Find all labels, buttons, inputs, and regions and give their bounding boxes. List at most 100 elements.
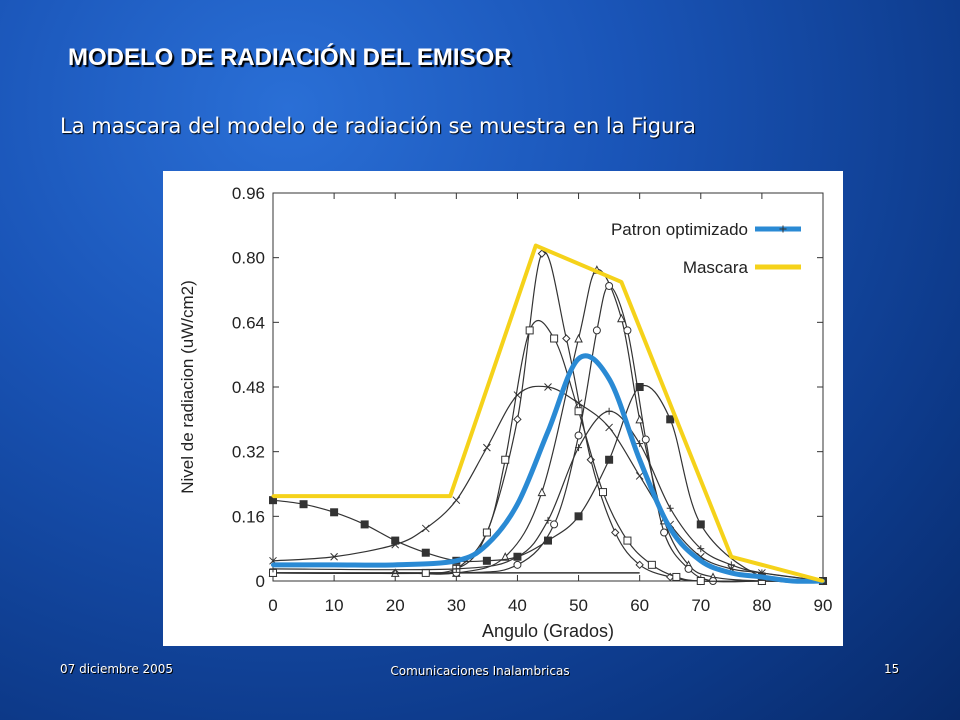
- x-tick-label: 60: [630, 596, 649, 615]
- curve-point-filled-square: [421, 548, 430, 557]
- curve-point-plus: [605, 407, 613, 415]
- x-tick-label: 10: [325, 596, 344, 615]
- series-point-mascara: [271, 494, 275, 498]
- curve-point-square: [672, 572, 681, 581]
- curve-point-diamond: [513, 415, 522, 424]
- series-point-patron-optimizado: [393, 562, 398, 567]
- curve-point-plus: [636, 440, 644, 448]
- curve-point-x: [452, 496, 461, 505]
- curve-point-circle: [513, 560, 522, 569]
- curve-point-square: [550, 334, 559, 343]
- curve-point-diamond: [562, 334, 571, 343]
- legend: Patron optimizado Mascara: [611, 220, 801, 277]
- series-point-patron-optimizado: [576, 356, 581, 361]
- series-line-patron-optimizado: [272, 353, 824, 584]
- x-tick-label: 20: [386, 596, 405, 615]
- curve-point-x: [544, 383, 552, 391]
- curve-point-filled-square: [635, 383, 644, 391]
- y-tick-label: 0: [256, 572, 265, 591]
- y-tick-label: 0.80: [232, 249, 265, 268]
- curve-point-triangle: [635, 414, 644, 424]
- series-point-patron-optimizado: [546, 429, 550, 434]
- curve-point-circle: [550, 520, 559, 529]
- curve-point-plus: [513, 553, 521, 561]
- series-point-patron-optimizado: [271, 562, 275, 567]
- curve-point-filled-square: [482, 556, 491, 565]
- curve-point-plus: [666, 504, 674, 512]
- x-tick-label: 50: [569, 596, 588, 615]
- x-tick-label: 30: [447, 596, 466, 615]
- series-point-patron-optimizado: [790, 579, 795, 583]
- curve-point-square: [599, 488, 607, 497]
- y-tick-label: 0.32: [232, 443, 265, 462]
- series-point-patron-optimizado: [454, 558, 459, 563]
- curve-point-x: [483, 443, 491, 452]
- slide-title: MODELO DE RADIACIÓN DEL EMISOR: [68, 44, 512, 71]
- series-point-patron-optimizado: [729, 570, 734, 575]
- curve-point-filled-square: [391, 536, 400, 545]
- curve-point-square: [501, 455, 510, 464]
- series-point-patron-optimizado: [759, 574, 764, 579]
- curve-point-circle: [660, 528, 669, 537]
- x-tick-label: 40: [508, 596, 527, 615]
- curve-point-x: [513, 391, 522, 399]
- y-tick-label: 0.16: [232, 507, 265, 526]
- legend-marker-patron-optimizado: [779, 225, 787, 233]
- series-point-patron-optimizado: [515, 502, 520, 507]
- series-point-patron-optimizado: [698, 558, 703, 563]
- curve-point-filled-square: [696, 520, 705, 529]
- curve-point-square: [574, 407, 583, 416]
- y-tick-label: 0.96: [232, 184, 265, 203]
- curve-point-circle: [641, 435, 650, 444]
- curve-point-triangle: [617, 313, 626, 323]
- curve-point-square: [525, 326, 534, 335]
- series-point-mascara: [448, 494, 452, 498]
- curve-point-circle: [623, 326, 632, 335]
- curve-point-circle: [684, 564, 693, 573]
- curve-point-filled-square: [544, 536, 552, 545]
- curve-point-filled-square: [666, 415, 675, 424]
- curve-point-diamond: [537, 249, 547, 258]
- x-axis-label: Angulo (Grados): [482, 621, 614, 641]
- curve-point-square: [623, 536, 632, 545]
- page-number: 15: [884, 662, 900, 676]
- y-tick-label: 0.48: [232, 378, 265, 397]
- curve-diamond: [272, 251, 823, 582]
- curve-point-filled-square: [360, 520, 369, 529]
- radiation-chart: 0 0.16 0.32 0.48 0.64 0.80 0.96 0 10 20 30 40 50 60 70…: [178, 184, 832, 641]
- curve-point-plus: [544, 516, 552, 524]
- series-point-patron-optimizado: [668, 526, 673, 531]
- y-axis-label: Nivel de radiacion (uW/cm2): [178, 280, 197, 494]
- curve-point-x: [635, 472, 644, 480]
- curve-x: [272, 385, 824, 582]
- curve-point-triangle: [537, 487, 547, 497]
- series-point-patron-optimizado: [332, 562, 337, 567]
- series-point-mascara: [729, 555, 733, 559]
- series-point-patron-optimizado: [607, 376, 612, 381]
- curve-point-plus: [452, 565, 460, 573]
- curve-point-x: [605, 423, 613, 432]
- curve-point-square: [696, 577, 705, 585]
- curve-point-triangle: [574, 333, 583, 343]
- curve-point-plus: [575, 444, 583, 452]
- curve-point-square: [647, 560, 656, 569]
- series-point-mascara: [619, 280, 623, 284]
- curve-point-filled-square: [330, 508, 339, 517]
- curve-point-x: [574, 399, 583, 408]
- legend-label-patron-optimizado: Patron optimizado: [611, 220, 748, 239]
- y-tick-label: 0.64: [232, 313, 265, 332]
- curve-point-filled-square: [299, 500, 308, 509]
- series-point-patron-optimizado: [484, 542, 489, 547]
- curve-point-circle: [592, 326, 601, 335]
- curve-point-plus: [727, 561, 735, 569]
- curve-point-diamond: [611, 528, 620, 537]
- series-point-mascara: [534, 244, 538, 248]
- curve-point-x: [330, 552, 338, 561]
- legend-label-mascara: Mascara: [683, 258, 749, 277]
- x-tick-label: 70: [691, 596, 710, 615]
- curve-point-diamond: [586, 455, 595, 464]
- curve-point-circle: [605, 281, 614, 290]
- footer-title: Comunicaciones Inalambricas: [390, 664, 570, 678]
- radiation-chart-panel: 0 0.16 0.32 0.48 0.64 0.80 0.96 0 10 20 30 40 50 60 70…: [163, 171, 843, 646]
- footer-date: 07 diciembre 2005: [60, 662, 174, 676]
